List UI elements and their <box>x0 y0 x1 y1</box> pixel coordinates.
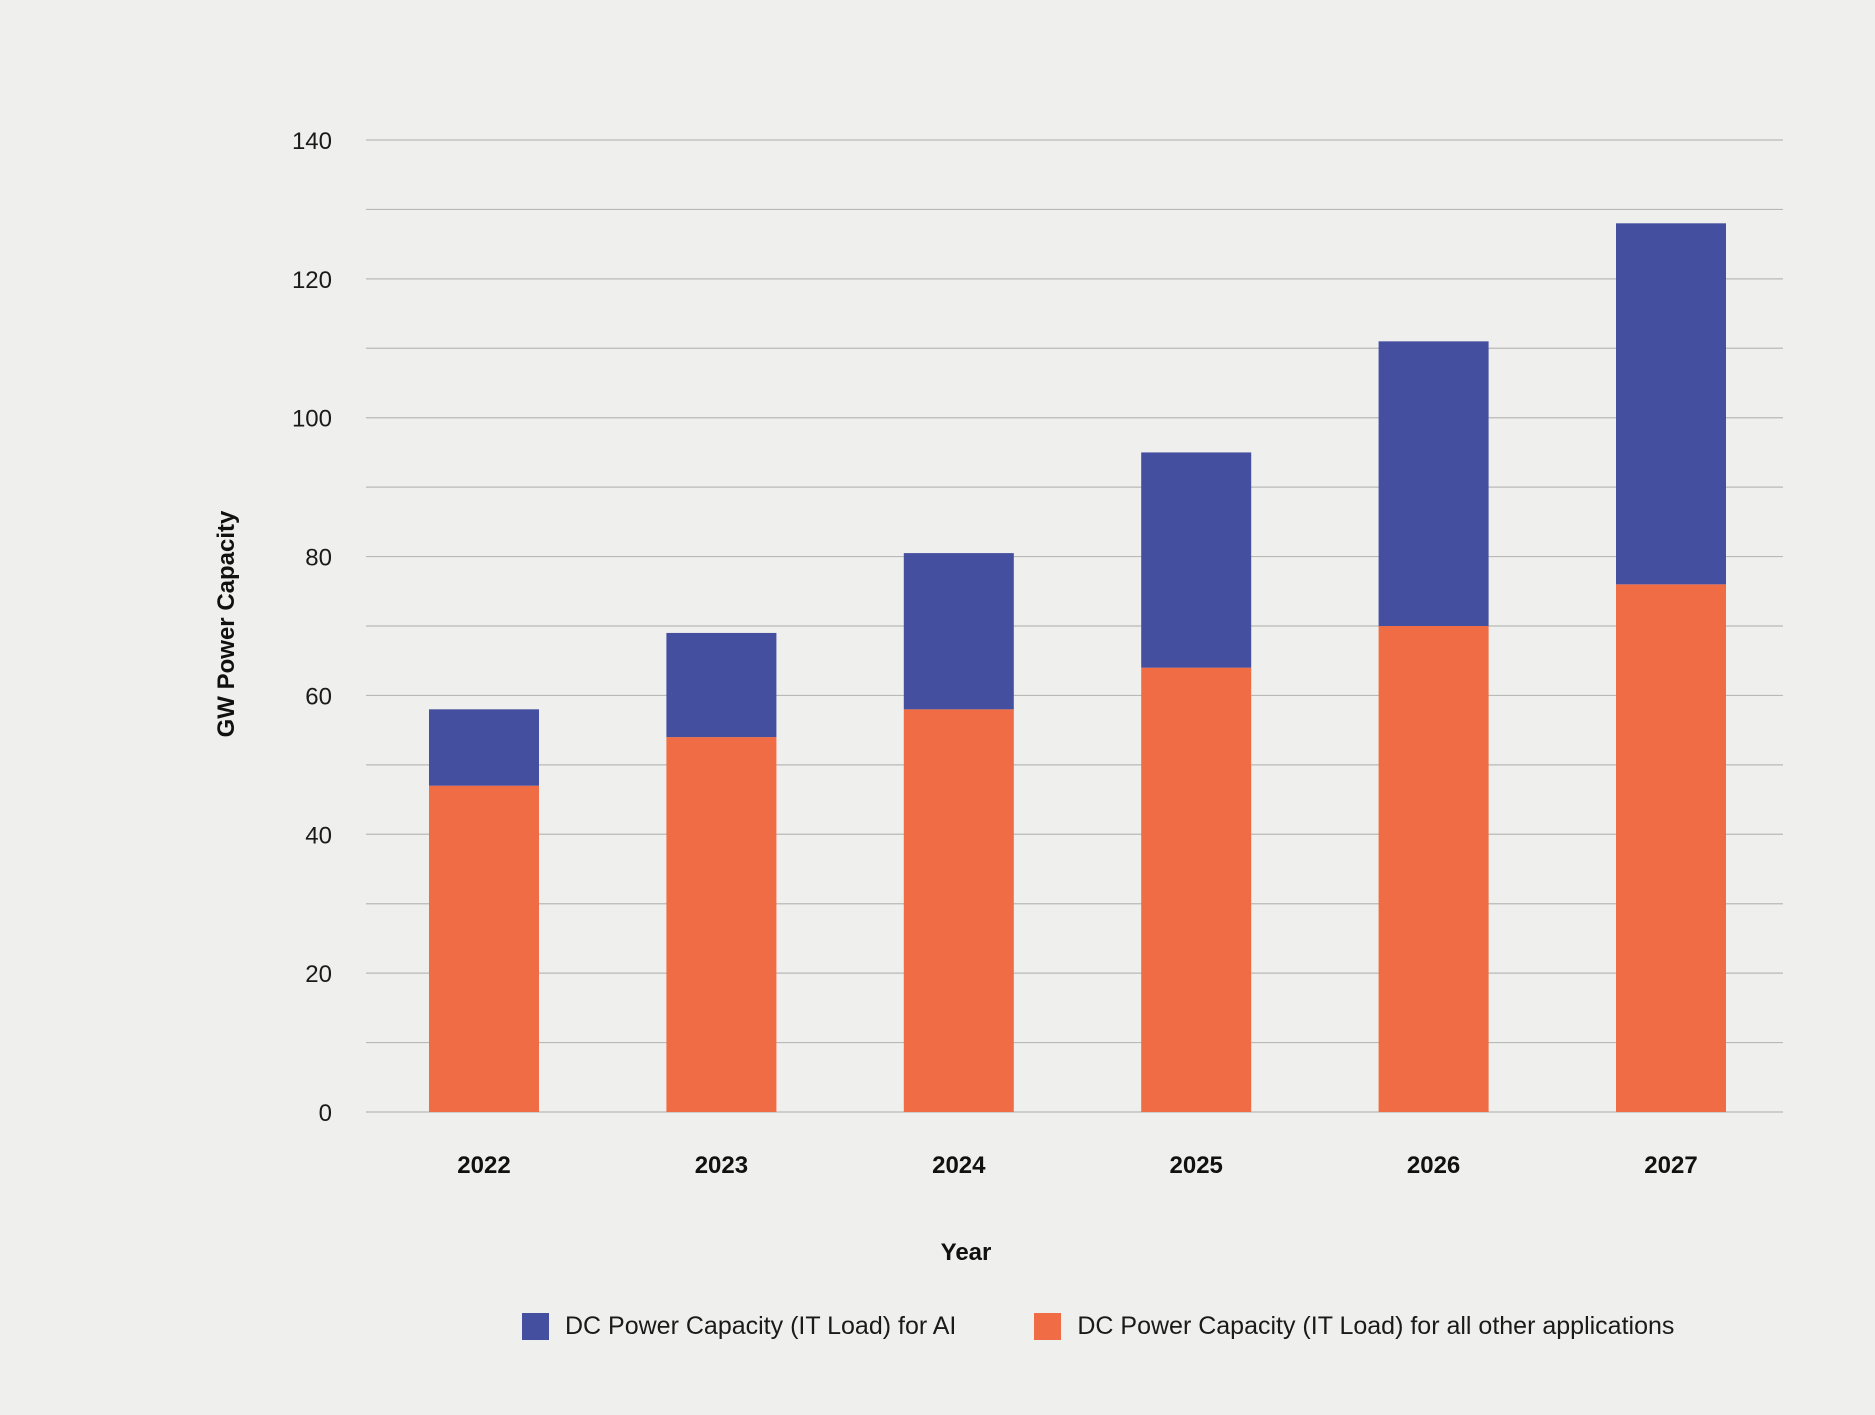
y-tick-label: 140 <box>292 128 332 155</box>
y-tick-label: 60 <box>305 683 332 710</box>
bar-2025-ai <box>1141 452 1252 668</box>
y-axis-title: GW Power Capacity <box>213 510 240 737</box>
x-tick-label: 2027 <box>1644 1152 1697 1179</box>
bar-2025-other <box>1141 667 1252 1112</box>
y-tick-label: 0 <box>319 1100 332 1127</box>
bar-2027-other <box>1616 584 1726 1112</box>
bar-2022-ai <box>429 709 539 786</box>
bar-2023-other <box>666 737 777 1112</box>
legend-item-ai: DC Power Capacity (IT Load) for AI <box>522 1312 956 1341</box>
y-axis-ticks: 0 20 40 60 80 100 120 140 <box>292 128 332 1127</box>
y-tick-label: 20 <box>305 961 332 988</box>
bar-2024-ai <box>903 553 1014 710</box>
legend-label-other: DC Power Capacity (IT Load) for all othe… <box>1077 1312 1675 1340</box>
gridlines <box>366 139 1783 1113</box>
x-axis-title: Year <box>941 1239 992 1266</box>
legend-swatch-ai <box>522 1313 549 1340</box>
x-tick-label: 2022 <box>457 1152 510 1179</box>
legend-label-ai: DC Power Capacity (IT Load) for AI <box>565 1312 957 1340</box>
bar-2027-ai <box>1616 223 1726 585</box>
x-tick-label: 2023 <box>695 1152 748 1179</box>
y-tick-label: 40 <box>305 822 332 849</box>
y-tick-label: 80 <box>305 545 332 572</box>
y-tick-label: 120 <box>292 267 332 294</box>
bar-2026-other <box>1378 626 1489 1112</box>
x-tick-label: 2024 <box>932 1152 986 1179</box>
bar-2022-other <box>429 785 539 1112</box>
bars <box>429 223 1726 1112</box>
legend-item-other: DC Power Capacity (IT Load) for all othe… <box>1034 1312 1674 1341</box>
y-tick-label: 100 <box>292 406 332 433</box>
bar-2023-ai <box>666 632 777 738</box>
legend-swatch-other <box>1034 1313 1062 1340</box>
bar-2026-ai <box>1378 341 1489 626</box>
bar-2024-other <box>903 709 1014 1112</box>
x-tick-label: 2025 <box>1170 1152 1223 1179</box>
legend: DC Power Capacity (IT Load) for AI DC Po… <box>522 1312 1752 1341</box>
x-axis-ticks: 2022 2023 2024 2025 2026 2027 <box>457 1152 1697 1179</box>
x-tick-label: 2026 <box>1407 1152 1460 1179</box>
